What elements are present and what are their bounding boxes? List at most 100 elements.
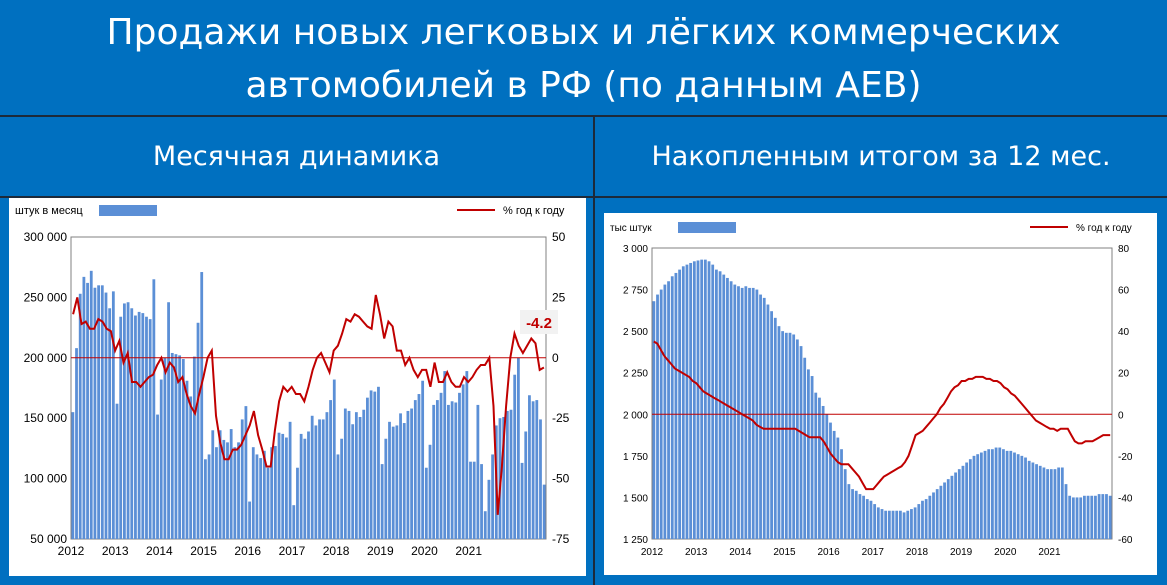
bar xyxy=(1071,497,1075,539)
bar xyxy=(251,447,255,539)
y-left-tick-label: 1 750 xyxy=(623,452,648,463)
bar xyxy=(1053,469,1057,539)
bar xyxy=(880,509,884,539)
bar xyxy=(810,376,814,539)
bar xyxy=(818,397,821,539)
bar xyxy=(82,276,86,539)
bar xyxy=(163,357,167,539)
bar xyxy=(332,379,336,539)
legend-left-label: штук в месяц xyxy=(15,205,83,217)
x-tick-label: 2018 xyxy=(906,547,929,558)
bar xyxy=(803,357,807,539)
bar xyxy=(935,489,939,539)
bar xyxy=(836,437,840,539)
bar xyxy=(285,437,288,539)
bar xyxy=(917,504,921,539)
x-tick-label: 2014 xyxy=(729,547,752,558)
bar xyxy=(233,447,237,539)
bar xyxy=(854,490,858,539)
bar xyxy=(711,264,715,539)
bar xyxy=(696,260,700,539)
bar xyxy=(491,454,495,539)
bar xyxy=(902,512,906,539)
annotation-label: -4.2 xyxy=(526,315,552,332)
bar xyxy=(542,484,546,539)
annotation-callout: -4.2 xyxy=(520,310,558,334)
bar xyxy=(1097,494,1101,539)
bar xyxy=(531,401,535,539)
bar xyxy=(421,380,425,539)
legend-right-label: % год к году xyxy=(1076,223,1132,234)
y-right-tick-label: 25 xyxy=(552,290,566,304)
x-tick-label: 2015 xyxy=(773,547,796,558)
bar xyxy=(461,384,465,539)
bar xyxy=(961,465,965,539)
bar xyxy=(296,467,299,539)
bar xyxy=(865,499,869,539)
bar xyxy=(954,472,957,539)
bar xyxy=(480,464,483,539)
bar xyxy=(913,507,917,539)
bar xyxy=(928,495,932,539)
x-tick-label: 2021 xyxy=(1038,547,1061,558)
bar xyxy=(207,454,211,539)
bar xyxy=(814,392,818,539)
bar xyxy=(476,404,480,539)
bar xyxy=(248,501,251,539)
x-tick-label: 2020 xyxy=(994,547,1017,558)
y-left-tick-label: 150 000 xyxy=(24,411,68,425)
bar xyxy=(222,439,226,539)
bar xyxy=(281,433,285,539)
bar xyxy=(1079,497,1083,539)
y-right-tick-label: 60 xyxy=(1118,286,1130,297)
bar xyxy=(663,284,667,539)
bar xyxy=(681,266,685,539)
bar xyxy=(152,279,156,539)
bar xyxy=(86,282,89,539)
bar xyxy=(380,464,384,539)
bar xyxy=(1060,467,1064,539)
x-tick-label: 2016 xyxy=(234,544,261,558)
bar xyxy=(318,419,321,539)
bar xyxy=(362,409,366,539)
y-left-tick-label: 100 000 xyxy=(24,472,68,486)
bar xyxy=(670,276,674,539)
bar xyxy=(130,308,134,539)
x-tick-label: 2019 xyxy=(950,547,973,558)
y-right-tick-label: 50 xyxy=(552,230,566,244)
bar xyxy=(987,449,991,539)
bar xyxy=(148,319,152,539)
bar xyxy=(1042,467,1046,539)
bar xyxy=(483,511,487,539)
left-subtitle: Месячная динамика xyxy=(152,141,441,172)
bar xyxy=(458,392,461,539)
bar xyxy=(858,494,862,539)
bar xyxy=(384,438,388,539)
bar xyxy=(399,413,402,539)
bar xyxy=(200,272,204,539)
bar xyxy=(259,458,263,539)
page-title: Продажи новых легковых и лёгких коммерче… xyxy=(0,0,1167,116)
title-line-2: автомобилей в РФ (по данным АЕВ) xyxy=(245,65,922,106)
bar xyxy=(410,408,413,539)
bar xyxy=(884,510,888,539)
bar xyxy=(968,459,972,539)
bar xyxy=(873,504,877,539)
bar xyxy=(1005,450,1009,539)
bar xyxy=(159,379,163,539)
bar xyxy=(840,449,843,539)
bar xyxy=(509,409,513,539)
bar xyxy=(1090,495,1094,539)
bar xyxy=(447,404,450,539)
bar xyxy=(1094,495,1097,539)
bar xyxy=(329,400,332,539)
y-right-tick-label: -20 xyxy=(1118,452,1133,463)
bar xyxy=(832,430,836,539)
bar xyxy=(303,438,307,539)
y-right-tick-label: -50 xyxy=(552,472,570,486)
bar xyxy=(784,332,788,539)
monthly-chart-panel: 300 000 250 000 200 000 150 000 100 000 50 00… xyxy=(9,198,586,576)
bar xyxy=(204,459,207,539)
bar xyxy=(502,416,506,539)
bar xyxy=(262,450,266,539)
